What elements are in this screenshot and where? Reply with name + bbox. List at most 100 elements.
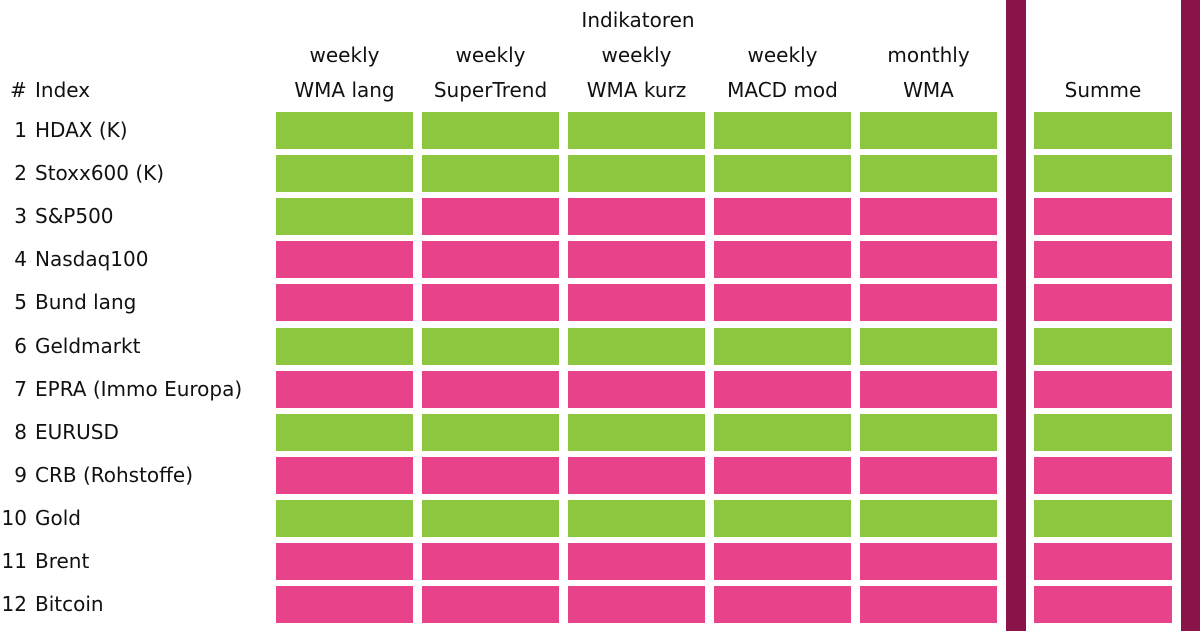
signal-cell xyxy=(568,327,705,365)
signal-cell xyxy=(860,155,997,193)
signal-cell xyxy=(276,413,413,451)
row-number: 4 xyxy=(14,247,27,272)
signal-cell xyxy=(860,586,997,624)
summary-cell xyxy=(1034,413,1172,451)
signal-cell xyxy=(568,586,705,624)
signal-cell xyxy=(276,112,413,149)
signal-cell xyxy=(568,543,705,580)
column-header: WMA xyxy=(903,78,954,102)
row-name: EPRA (Immo Europa) xyxy=(35,376,243,401)
signal-cell xyxy=(714,456,851,494)
row-name: Brent xyxy=(35,549,90,573)
signal-cell xyxy=(860,198,997,236)
row-number: 5 xyxy=(14,290,27,315)
divider xyxy=(1006,0,1026,631)
signal-cell xyxy=(422,155,559,193)
signal-cell xyxy=(276,499,413,537)
signal-cell xyxy=(422,370,559,408)
signal-cell xyxy=(714,543,851,580)
signal-cell xyxy=(860,543,997,580)
signal-cell xyxy=(714,284,851,322)
summary-cell xyxy=(1034,198,1172,236)
column-header: WMA lang xyxy=(294,78,395,102)
signal-cell xyxy=(276,284,413,322)
signal-cell xyxy=(714,370,851,408)
signal-cell xyxy=(422,284,559,322)
signal-cell xyxy=(422,327,559,365)
signal-cell xyxy=(276,198,413,236)
row-name: Nasdaq100 xyxy=(35,247,149,272)
row-name: Bitcoin xyxy=(35,592,104,617)
signal-cell xyxy=(422,499,559,537)
row-number: 3 xyxy=(14,204,27,229)
signal-cell xyxy=(276,327,413,365)
signal-cell xyxy=(860,456,997,494)
summary-cell xyxy=(1034,327,1172,365)
signal-cell xyxy=(714,499,851,537)
signal-cell xyxy=(568,456,705,494)
signal-cell xyxy=(422,543,559,580)
signal-cell xyxy=(422,241,559,279)
index-header: Index xyxy=(35,78,91,102)
divider xyxy=(1181,0,1200,631)
summary-cell xyxy=(1034,456,1172,494)
signal-cell xyxy=(714,586,851,624)
signal-cell xyxy=(568,155,705,193)
signal-cell xyxy=(568,241,705,279)
group-header: Indikatoren xyxy=(581,8,695,32)
row-number: 7 xyxy=(14,376,27,401)
signal-cell xyxy=(422,586,559,624)
signal-cell xyxy=(714,241,851,279)
summary-cell xyxy=(1034,155,1172,193)
column-header: weekly xyxy=(601,43,672,67)
summary-cell xyxy=(1034,241,1172,279)
signal-cell xyxy=(422,413,559,451)
row-number: 9 xyxy=(14,462,27,487)
signal-cell xyxy=(276,456,413,494)
row-number: 2 xyxy=(14,161,27,186)
row-name: Stoxx600 (K) xyxy=(35,161,165,186)
signal-cell xyxy=(568,198,705,236)
row-number: 12 xyxy=(1,592,27,617)
signal-cell xyxy=(714,155,851,193)
row-name: Gold xyxy=(35,505,81,530)
signal-cell xyxy=(568,413,705,451)
signal-cell xyxy=(860,370,997,408)
signal-cell xyxy=(860,499,997,537)
signal-cell xyxy=(860,327,997,365)
signal-cell xyxy=(422,456,559,494)
summary-header: Summe xyxy=(1064,78,1142,102)
summary-cell xyxy=(1034,284,1172,322)
signal-cell xyxy=(714,413,851,451)
row-number: 11 xyxy=(1,549,27,573)
number-header: # xyxy=(10,78,27,102)
signal-cell xyxy=(714,198,851,236)
signal-cell xyxy=(714,112,851,149)
row-name: Geldmarkt xyxy=(35,333,141,358)
row-number: 10 xyxy=(1,505,27,530)
signal-cell xyxy=(276,155,413,193)
signal-cell xyxy=(714,327,851,365)
signal-cell xyxy=(860,241,997,279)
row-number: 1 xyxy=(14,118,27,142)
column-header: WMA kurz xyxy=(586,78,687,102)
column-header: weekly xyxy=(747,43,818,67)
column-header: MACD mod xyxy=(727,78,838,102)
column-header: weekly xyxy=(309,43,380,67)
column-header: weekly xyxy=(455,43,526,67)
signal-cell xyxy=(860,112,997,149)
row-name: CRB (Rohstoffe) xyxy=(35,462,194,487)
row-number: 8 xyxy=(14,419,27,444)
summary-cell xyxy=(1034,370,1172,408)
signal-cell xyxy=(276,241,413,279)
summary-cell xyxy=(1034,543,1172,580)
signal-cell xyxy=(422,112,559,149)
signal-cell xyxy=(860,284,997,322)
signal-cell xyxy=(860,413,997,451)
signal-cell xyxy=(276,586,413,624)
column-header: monthly xyxy=(887,43,970,67)
signal-cell xyxy=(276,543,413,580)
signal-cell xyxy=(568,112,705,149)
signal-cell xyxy=(422,198,559,236)
